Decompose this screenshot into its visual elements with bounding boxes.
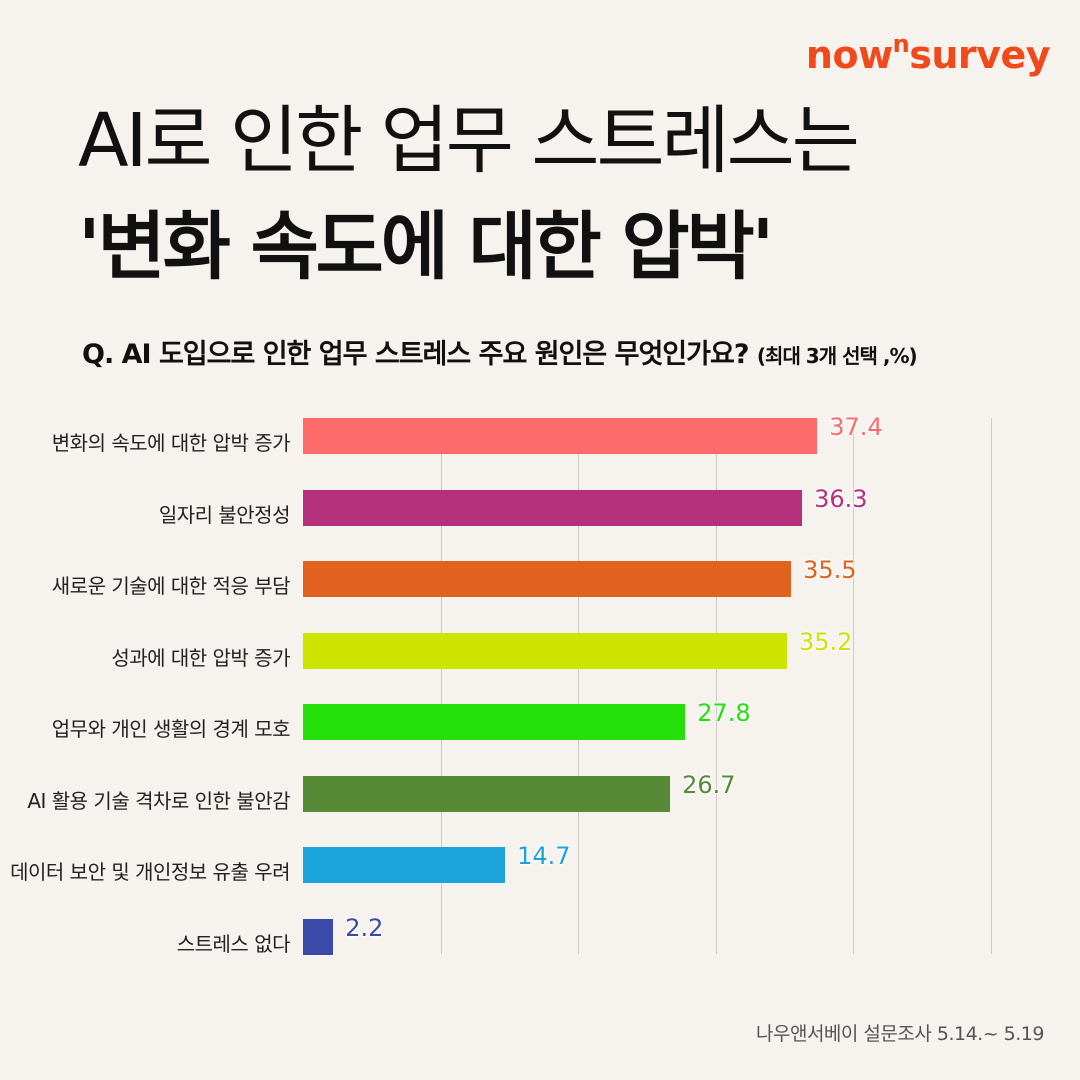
headline-line1: AI로 인한 업무 스트레스는 — [78, 98, 860, 184]
headline: AI로 인한 업무 스트레스는 '변화 속도에 대한 압박' — [78, 88, 860, 300]
value-label: 26.7 — [682, 770, 736, 799]
category-label: 새로운 기술에 대한 적응 부담 — [51, 574, 291, 598]
grid-line — [715, 418, 717, 954]
headline-line2: '변화 속도에 대한 압박' — [78, 204, 774, 290]
bar — [303, 704, 686, 740]
value-label: 2.2 — [345, 913, 384, 942]
value-label: 14.7 — [517, 842, 571, 870]
bar — [303, 847, 506, 883]
bar — [303, 918, 334, 955]
grid-line — [990, 418, 992, 954]
bar — [303, 632, 787, 669]
value-label: 37.4 — [829, 413, 883, 441]
question-note: (최대 3개 선택 ,%) — [756, 344, 918, 368]
bar — [303, 418, 818, 454]
value-label: 27.8 — [697, 699, 751, 727]
category-label: 일자리 불안정성 — [158, 502, 291, 527]
bar — [303, 489, 803, 526]
question-text: Q. AI 도입으로 인한 업무 스트레스 주요 원인은 무엇인가요? — [82, 339, 749, 370]
category-label: 업무와 개인 생활의 경계 모호 — [51, 717, 291, 741]
value-label: 35.2 — [799, 627, 853, 656]
survey-question: Q. AI 도입으로 인한 업무 스트레스 주요 원인은 무엇인가요? (최대 … — [82, 332, 918, 371]
category-label: AI 활용 기술 격차로 인한 불안감 — [27, 788, 290, 813]
bar — [303, 775, 671, 812]
category-label: 데이터 보안 및 개인정보 유출 우려 — [10, 860, 290, 884]
brand-logo-part1: now — [805, 33, 893, 77]
grid-line — [578, 418, 579, 954]
bar — [303, 561, 792, 597]
brand-logo-part2: survey — [909, 33, 1050, 77]
value-label: 35.5 — [803, 556, 857, 584]
category-label: 스트레스 없다 — [176, 931, 291, 956]
brand-logo-sup: n — [892, 30, 910, 58]
value-label: 36.3 — [814, 484, 868, 513]
grid-line — [853, 418, 854, 954]
category-label: 변화의 속도에 대한 압박 증가 — [51, 431, 291, 455]
category-label: 성과에 대한 압박 증가 — [111, 645, 290, 670]
grid-line — [440, 418, 442, 954]
brand-logo: nownsurvey — [805, 30, 1051, 77]
survey-source: 나우앤서베이 설문조사 5.14.~ 5.19 — [756, 1023, 1045, 1045]
